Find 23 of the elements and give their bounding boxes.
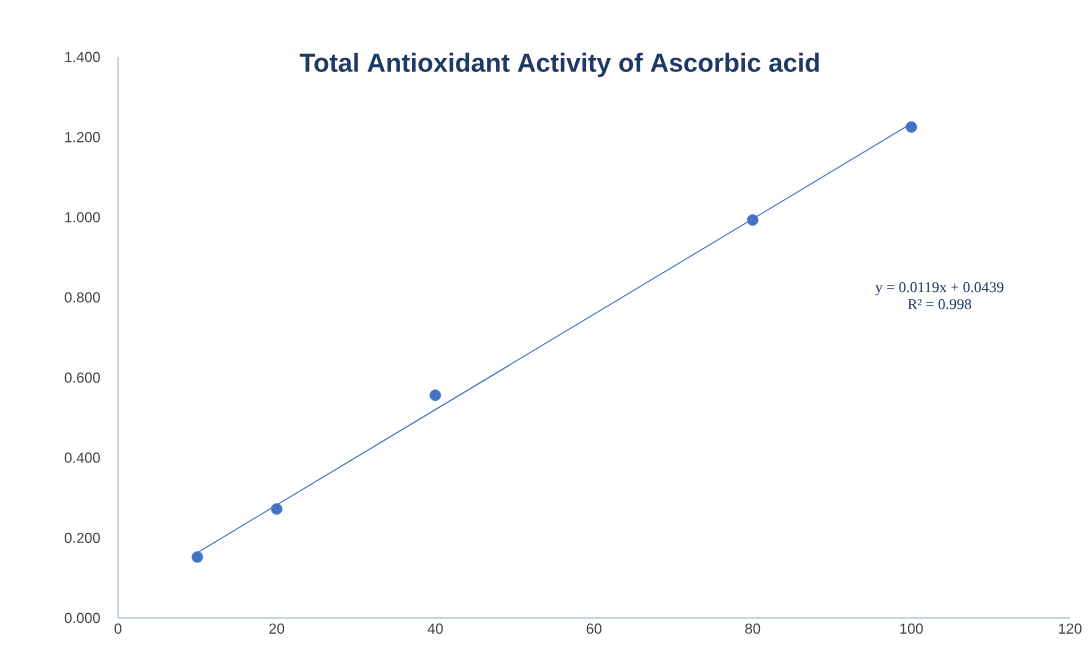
x-tick-label: 20 — [269, 623, 285, 634]
x-tick-label: 100 — [900, 623, 923, 634]
point — [270, 503, 283, 515]
x-tick-label: 80 — [745, 623, 761, 634]
x-tick-label: 120 — [1059, 623, 1082, 634]
y-tick-label: 0.400 — [64, 452, 100, 463]
y-tick-label: 0.000 — [64, 612, 100, 624]
y-tick-label: 1.400 — [65, 51, 100, 63]
x-tick-label: 60 — [586, 623, 602, 634]
point — [429, 389, 442, 401]
point — [905, 121, 918, 133]
annotation: R² = 0.998 — [907, 299, 972, 310]
y-tick-label: 0.600 — [64, 372, 100, 383]
point — [746, 214, 759, 226]
x-tick-label: 0 — [114, 623, 122, 634]
x-tick-label: 40 — [427, 623, 443, 634]
y-tick-label: 0.800 — [64, 292, 100, 303]
chart-title: Total Antioxidant Activity of Ascorbic acid — [299, 52, 819, 78]
y-tick-label: 1.000 — [65, 212, 100, 223]
y-tick-label: 1.200 — [65, 132, 100, 143]
point — [191, 551, 204, 563]
y-tick-label: 0.200 — [64, 532, 100, 543]
annotation: y = 0.0119x + 0.0439 — [875, 282, 1004, 296]
